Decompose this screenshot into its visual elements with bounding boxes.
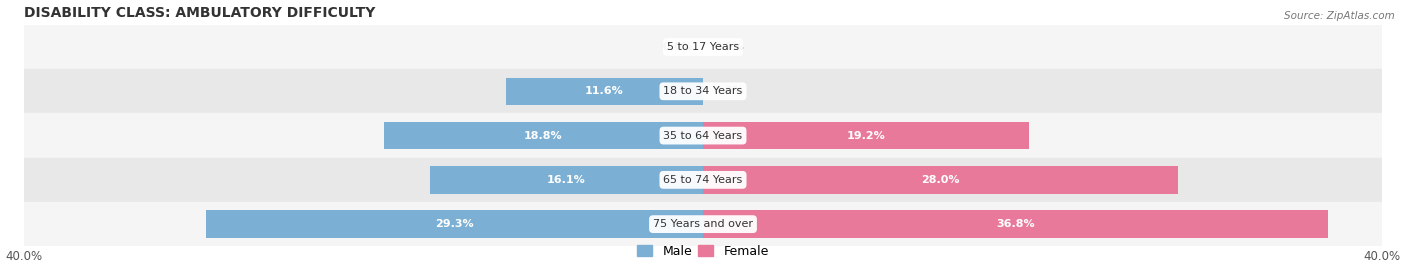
Legend: Male, Female: Male, Female: [637, 245, 769, 258]
Bar: [24, 25, 1382, 69]
Bar: [205, 210, 703, 238]
Text: 0.0%: 0.0%: [662, 42, 693, 52]
Text: 36.8%: 36.8%: [995, 219, 1035, 229]
Text: 75 Years and over: 75 Years and over: [652, 219, 754, 229]
Bar: [384, 122, 703, 149]
Text: Source: ZipAtlas.com: Source: ZipAtlas.com: [1284, 11, 1395, 21]
Bar: [24, 202, 1382, 246]
Bar: [430, 166, 703, 194]
Bar: [703, 210, 1327, 238]
Text: 18 to 34 Years: 18 to 34 Years: [664, 86, 742, 96]
Text: 0.0%: 0.0%: [713, 42, 744, 52]
Bar: [24, 69, 1382, 114]
Bar: [703, 122, 1029, 149]
Text: 11.6%: 11.6%: [585, 86, 624, 96]
Text: 5 to 17 Years: 5 to 17 Years: [666, 42, 740, 52]
Text: 18.8%: 18.8%: [524, 130, 562, 141]
Bar: [24, 158, 1382, 202]
Text: 65 to 74 Years: 65 to 74 Years: [664, 175, 742, 185]
Text: 16.1%: 16.1%: [547, 175, 586, 185]
Text: 28.0%: 28.0%: [921, 175, 960, 185]
Text: 29.3%: 29.3%: [434, 219, 474, 229]
Text: DISABILITY CLASS: AMBULATORY DIFFICULTY: DISABILITY CLASS: AMBULATORY DIFFICULTY: [24, 6, 375, 20]
Text: 19.2%: 19.2%: [846, 130, 886, 141]
Bar: [506, 77, 703, 105]
Text: 35 to 64 Years: 35 to 64 Years: [664, 130, 742, 141]
Bar: [703, 166, 1178, 194]
Bar: [24, 114, 1382, 158]
Text: 0.0%: 0.0%: [713, 86, 744, 96]
